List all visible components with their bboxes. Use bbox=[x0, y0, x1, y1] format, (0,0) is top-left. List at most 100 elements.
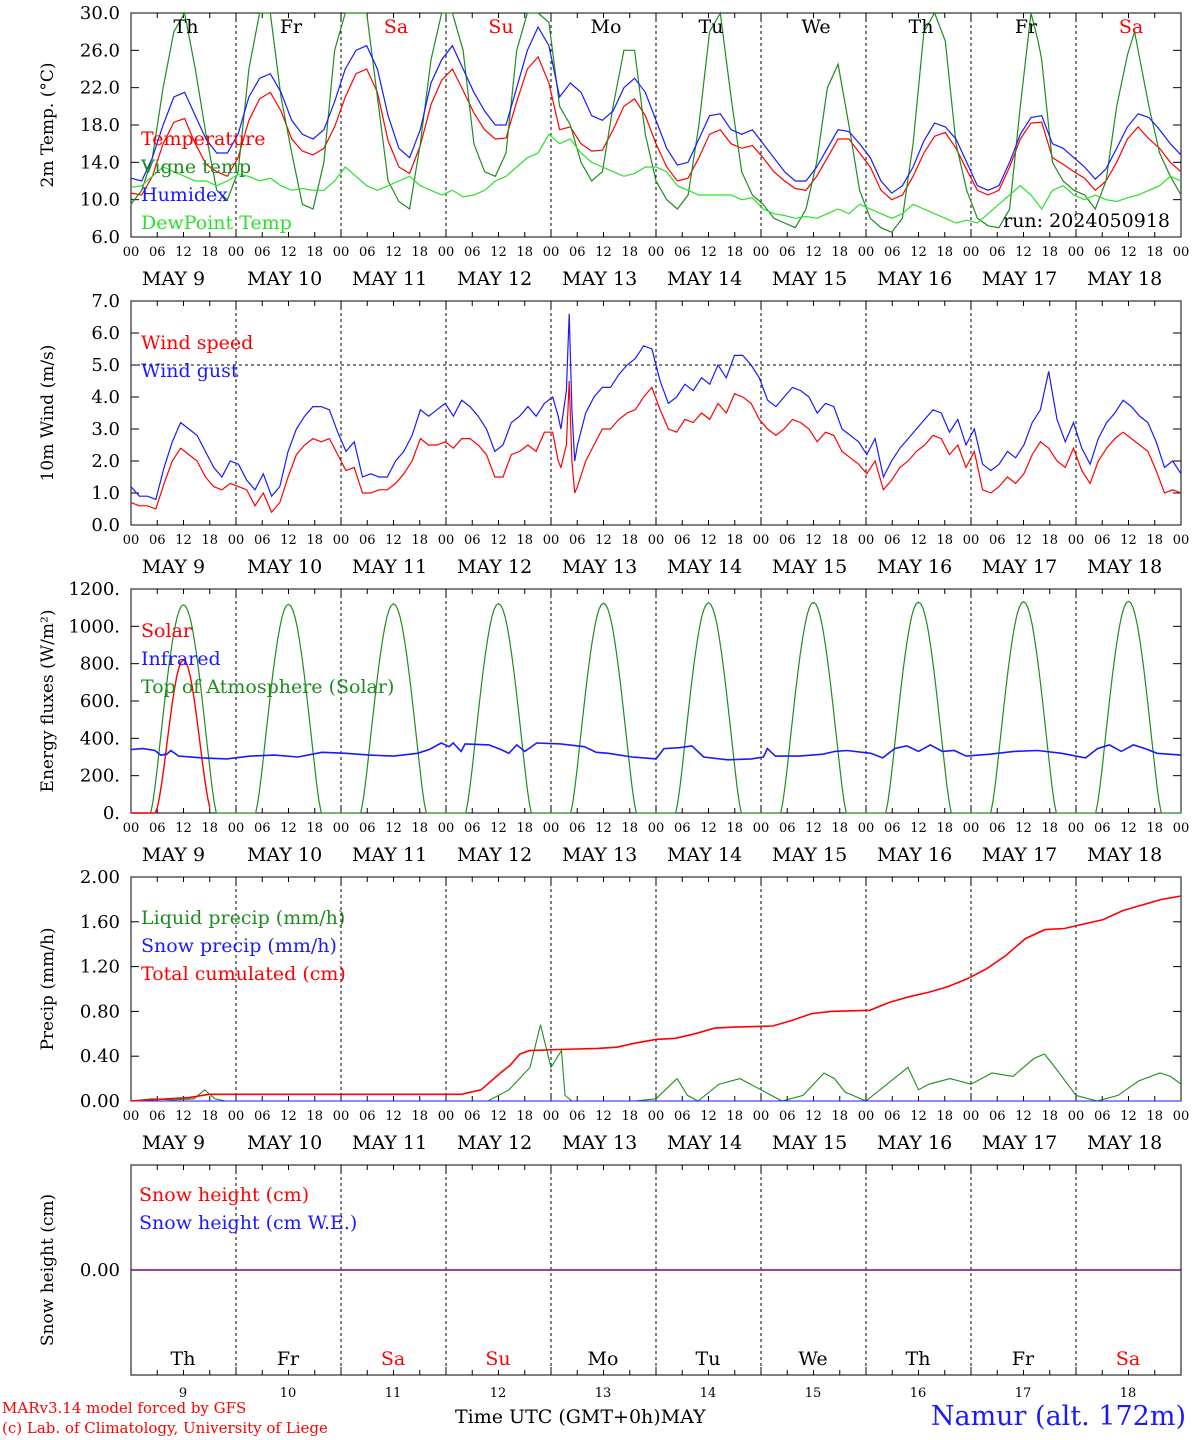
day-label: MAY 18 bbox=[1087, 268, 1162, 290]
day-label: MAY 10 bbox=[247, 844, 322, 866]
day-label: MAY 12 bbox=[457, 844, 532, 866]
panel-frame bbox=[130, 12, 1182, 238]
hour-tick-label: 18 bbox=[1041, 1109, 1058, 1124]
hour-tick-label: 18 bbox=[1146, 821, 1163, 836]
hour-tick-label: 12 bbox=[280, 1109, 297, 1124]
day-label: MAY 14 bbox=[667, 1132, 742, 1154]
hour-tick-label: 06 bbox=[884, 245, 901, 260]
day-label: MAY 12 bbox=[457, 1132, 532, 1154]
legend-entry: Temperature bbox=[141, 128, 265, 150]
hour-tick-label: 12 bbox=[595, 1109, 612, 1124]
weekday-label: We bbox=[798, 1348, 827, 1370]
hour-tick-label: 12 bbox=[1015, 821, 1032, 836]
hour-tick-label: 06 bbox=[779, 1109, 796, 1124]
hour-tick-label: 12 bbox=[700, 1109, 717, 1124]
day-label: MAY 16 bbox=[877, 844, 952, 866]
hour-tick-label: 00 bbox=[963, 821, 980, 836]
hour-tick-label: 18 bbox=[831, 1109, 848, 1124]
hour-tick-label: 00 bbox=[438, 1109, 455, 1124]
hour-tick-label: 12 bbox=[385, 245, 402, 260]
hour-tick-label: 18 bbox=[726, 533, 743, 548]
hour-tick-label: 06 bbox=[569, 1109, 586, 1124]
legend-entry: Snow height (cm W.E.) bbox=[139, 1212, 357, 1234]
hour-tick-label: 12 bbox=[910, 1109, 927, 1124]
hour-tick-label: 18 bbox=[1041, 821, 1058, 836]
weekday-label: Mo bbox=[591, 16, 622, 38]
legend-entry: Top of Atmosphere (Solar) bbox=[141, 676, 394, 698]
weekday-label: Mo bbox=[588, 1348, 619, 1370]
hour-tick-label: 06 bbox=[569, 821, 586, 836]
legend-entry: Snow height (cm) bbox=[139, 1184, 309, 1206]
weekday-label: Su bbox=[488, 16, 513, 38]
hour-tick-label: 12 bbox=[805, 1109, 822, 1124]
day-label: MAY 16 bbox=[877, 556, 952, 578]
hour-tick-label: 12 bbox=[175, 245, 192, 260]
hour-tick-label: 12 bbox=[595, 821, 612, 836]
day-label: MAY 10 bbox=[247, 268, 322, 290]
hour-tick-label: 00 bbox=[648, 1109, 665, 1124]
hour-tick-label: 18 bbox=[831, 245, 848, 260]
panel-1: 00 06 12 18 00 06 12 18 00 06 12 18 00 06 12 18 00 06 12 18… bbox=[38, 3, 1189, 290]
run-annotation: run: 2024050918 bbox=[1003, 210, 1170, 232]
hour-tick-label: 00 bbox=[123, 533, 140, 548]
hour-tick-label: 00 bbox=[1068, 245, 1085, 260]
hour-tick-label: 12 bbox=[385, 821, 402, 836]
y-tick-label: 200. bbox=[80, 766, 120, 787]
time-axis-label: Time UTC (GMT+0h)MAY bbox=[455, 1406, 706, 1428]
weekday-label: Sa bbox=[1119, 16, 1143, 38]
hour-tick-label: 00 bbox=[543, 533, 560, 548]
hour-tick-label: 12 bbox=[385, 1109, 402, 1124]
hour-tick-label: 06 bbox=[674, 1109, 691, 1124]
series-infrared bbox=[130, 741, 1182, 761]
y-tick-label: 6.0 bbox=[91, 323, 120, 344]
y-tick-label: 2.0 bbox=[91, 451, 120, 472]
day-label: MAY 18 bbox=[1087, 1132, 1162, 1154]
hour-tick-label: 06 bbox=[674, 821, 691, 836]
hour-tick-label: 00 bbox=[228, 245, 245, 260]
day-number: 13 bbox=[595, 1386, 612, 1401]
legend-entry: Infrared bbox=[141, 648, 221, 670]
hour-tick-label: 00 bbox=[543, 245, 560, 260]
hour-tick-label: 06 bbox=[569, 245, 586, 260]
y-tick-label: 3.0 bbox=[91, 419, 120, 440]
day-number: 10 bbox=[280, 1386, 297, 1401]
hour-tick-label: 12 bbox=[175, 821, 192, 836]
hour-tick-label: 12 bbox=[700, 245, 717, 260]
weekday-label: Th bbox=[171, 1348, 196, 1370]
day-label: MAY 15 bbox=[772, 1132, 847, 1154]
y-tick-label: 600. bbox=[80, 691, 120, 712]
hour-tick-label: 00 bbox=[1173, 821, 1190, 836]
hour-tick-label: 12 bbox=[700, 533, 717, 548]
hour-tick-label: 12 bbox=[175, 1109, 192, 1124]
hour-tick-label: 00 bbox=[438, 533, 455, 548]
series-vigne-temp bbox=[130, 11, 1182, 234]
hour-tick-label: 18 bbox=[306, 245, 323, 260]
y-tick-label: 14.0 bbox=[80, 152, 120, 173]
y-tick-label: 0. bbox=[103, 803, 120, 824]
y-tick-label: 26.0 bbox=[80, 40, 120, 61]
hour-tick-label: 12 bbox=[595, 245, 612, 260]
hour-tick-label: 06 bbox=[464, 245, 481, 260]
hour-tick-label: 18 bbox=[516, 533, 533, 548]
hour-tick-label: 00 bbox=[753, 821, 770, 836]
hour-tick-label: 12 bbox=[805, 821, 822, 836]
hour-tick-label: 00 bbox=[228, 1109, 245, 1124]
weekday-label: Th bbox=[909, 16, 934, 38]
y-tick-label: 10.0 bbox=[80, 190, 120, 211]
y-tick-label: 6.0 bbox=[91, 227, 120, 248]
panel-4: 00 06 12 18 00 06 12 18 00 06 12 18 00 06 12 18 00 06 12 18… bbox=[38, 867, 1189, 1154]
hour-tick-label: 18 bbox=[1041, 533, 1058, 548]
series-solar bbox=[131, 658, 211, 814]
hour-tick-label: 18 bbox=[201, 821, 218, 836]
hour-tick-label: 12 bbox=[1120, 533, 1137, 548]
hour-tick-label: 06 bbox=[254, 1109, 271, 1124]
hour-tick-label: 12 bbox=[490, 821, 507, 836]
hour-tick-label: 00 bbox=[858, 533, 875, 548]
day-label: MAY 14 bbox=[667, 844, 742, 866]
y-tick-label: 1000. bbox=[68, 616, 120, 637]
y-tick-label: 0.00 bbox=[80, 1260, 120, 1281]
y-tick-label: 22.0 bbox=[80, 78, 120, 99]
hour-tick-label: 06 bbox=[674, 245, 691, 260]
weekday-label: Fr bbox=[280, 16, 303, 38]
y-tick-label: 5.0 bbox=[91, 355, 120, 376]
